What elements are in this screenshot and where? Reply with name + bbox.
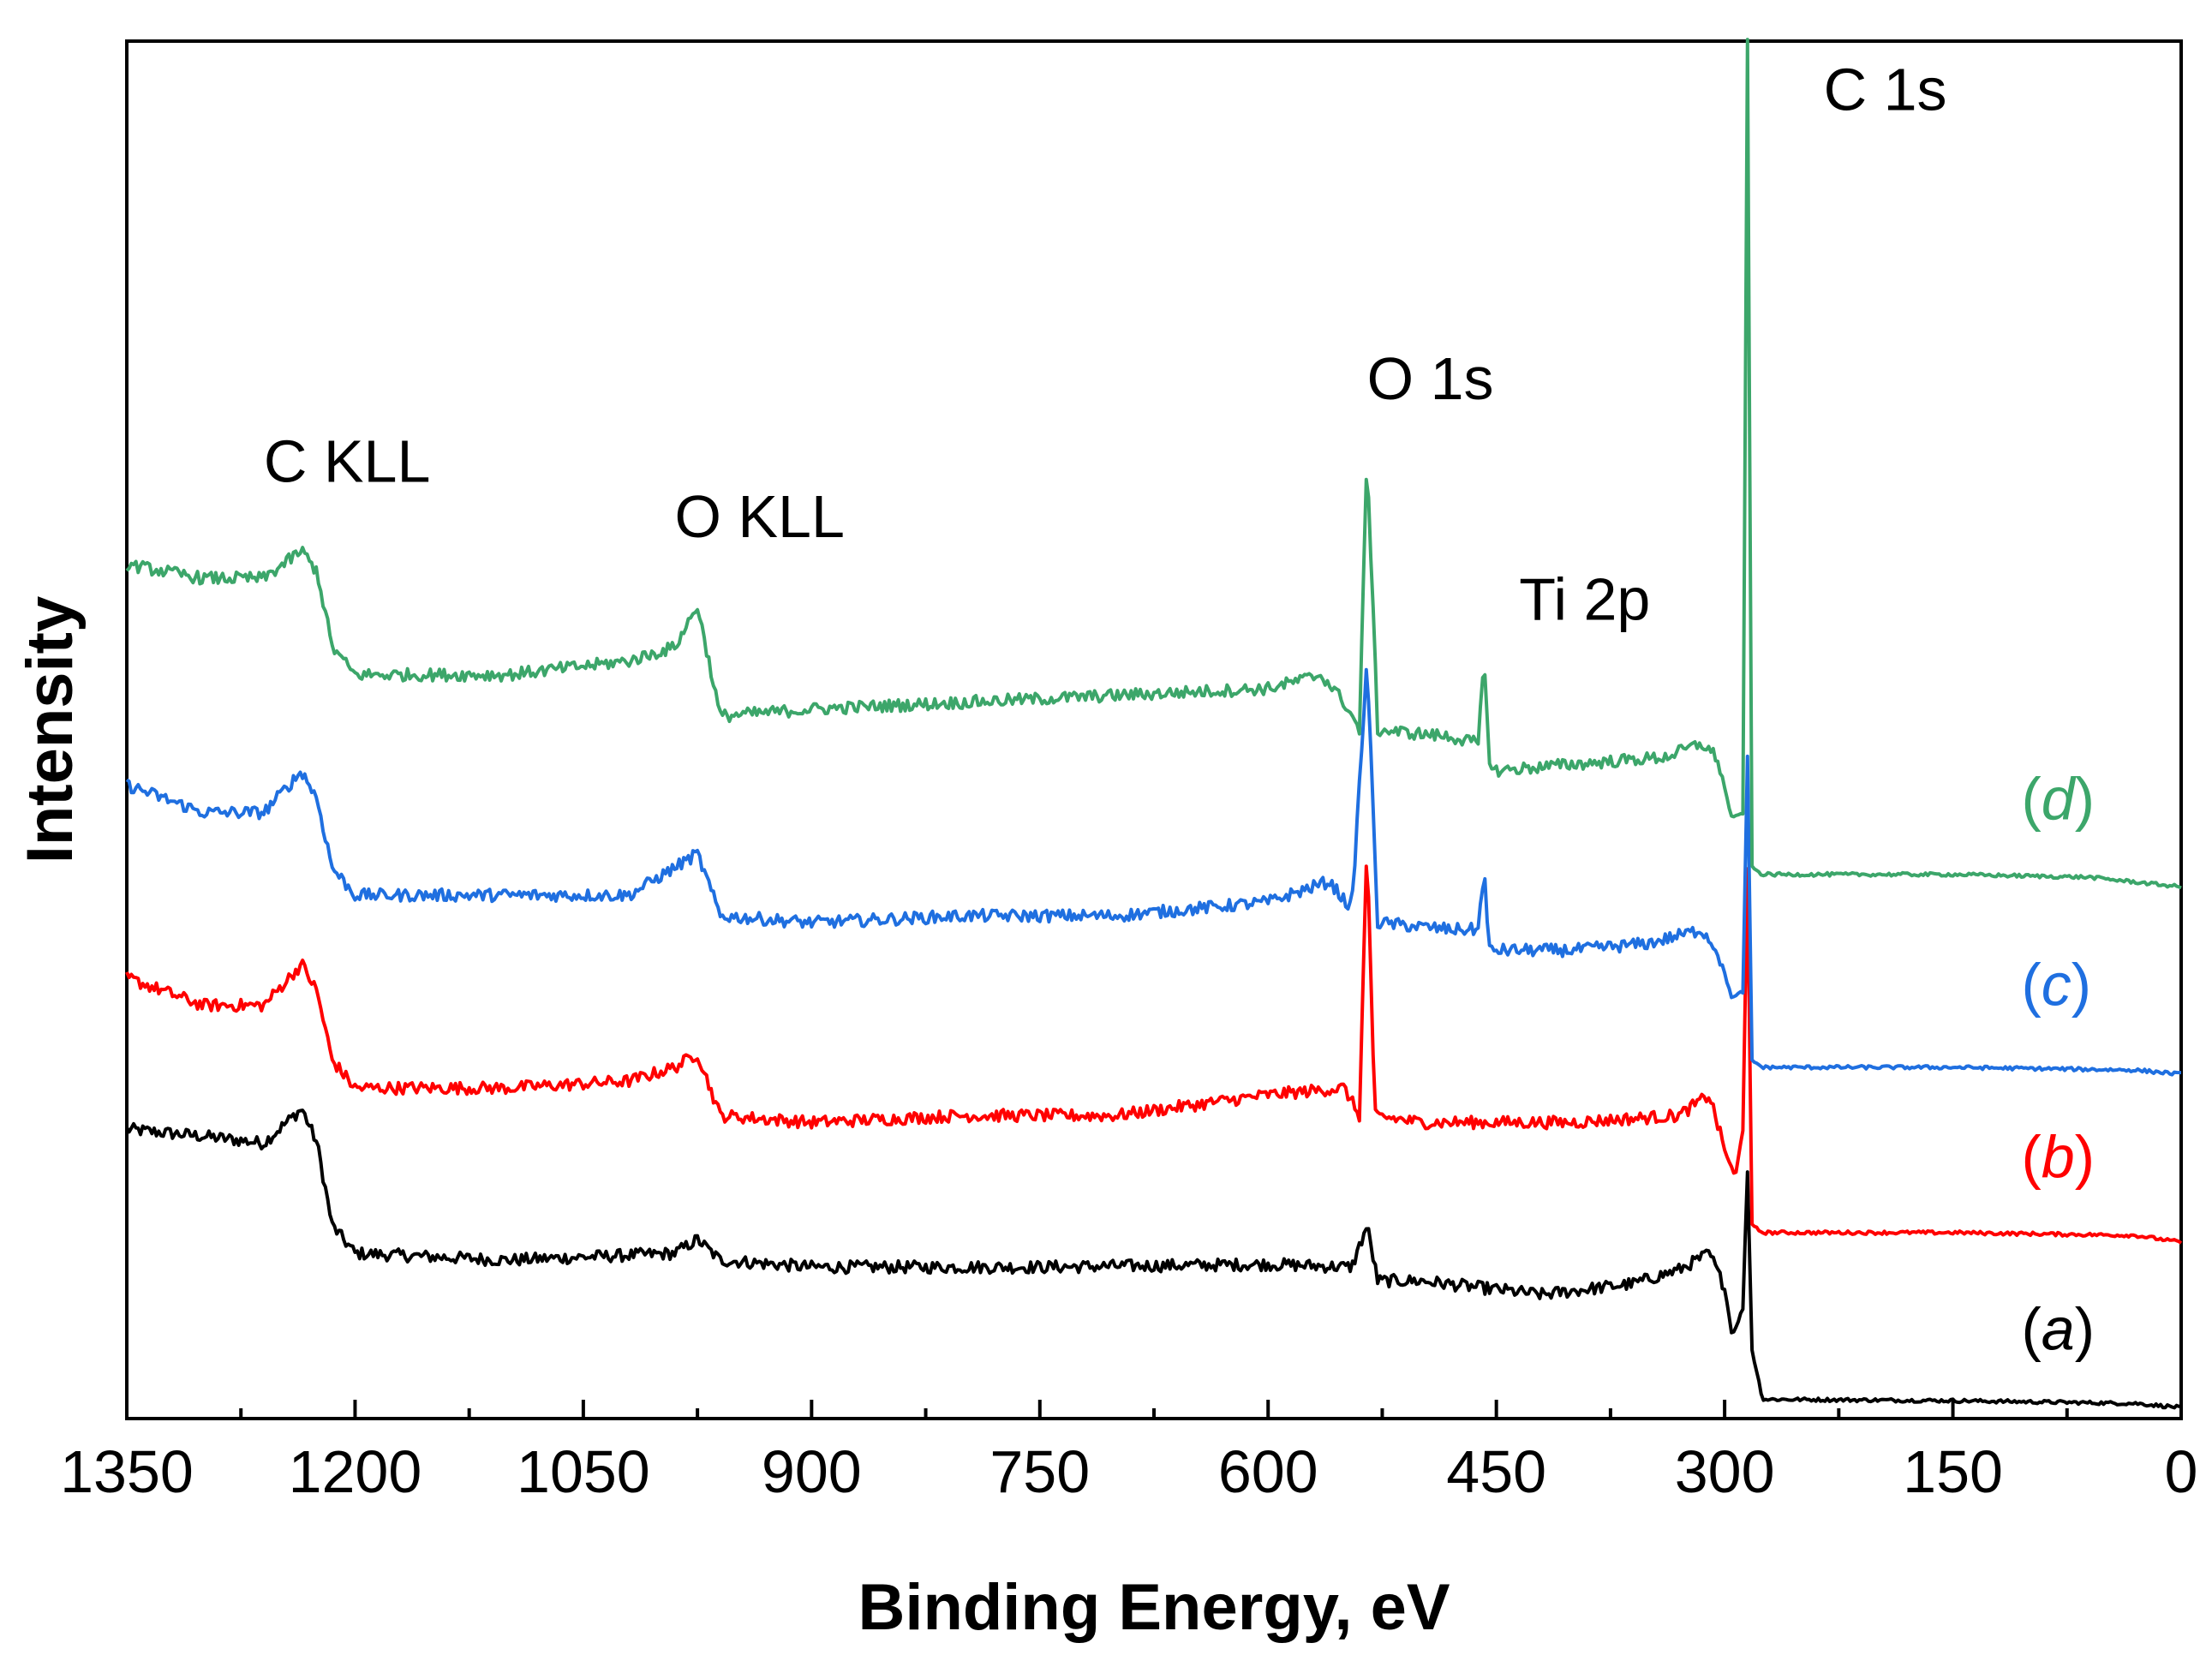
peak-label: C 1s [1824,56,1947,122]
peak-label: Ti 2p [1519,565,1650,632]
x-axis-title: Binding Energy, eV [858,1571,1450,1644]
plot-frame [125,39,2183,1420]
series-label-c: (c) [2021,952,2091,1019]
x-tick-label: 750 [989,1438,1090,1505]
y-axis-title: Intensity [14,596,87,864]
x-tick-label: 300 [1675,1438,1775,1505]
series-labels: (a) (b) (c) (d) [2021,766,2095,1363]
x-tick-label: 600 [1218,1438,1318,1505]
series-line-a [125,1108,2182,1410]
series-line-d [125,38,2182,890]
x-tick-label: 900 [762,1438,862,1505]
x-tick-label: 1350 [60,1438,194,1505]
x-tick-label: 0 [2165,1438,2198,1505]
series-layer [125,38,2183,1410]
x-axis-ticks: 1350 1200 1050 900 750 600 450 300 150 0 [60,1400,2197,1505]
x-tick-label: 150 [1903,1438,2003,1505]
peak-label: O 1s [1367,345,1494,412]
x-tick-label: 450 [1446,1438,1546,1505]
series-label-d: (d) [2021,766,2095,833]
x-tick-label: 1050 [517,1438,650,1505]
series-label-a: (a) [2021,1296,2095,1363]
series-line-c [125,667,2181,1077]
peak-annotations: C KLL O KLL O 1s Ti 2p C 1s [264,56,1947,632]
series-label-b: (b) [2021,1124,2095,1191]
peak-label: C KLL [264,428,431,495]
x-tick-label: 1200 [289,1438,422,1505]
peak-label: O KLL [674,483,844,550]
series-line-b [125,864,2183,1245]
